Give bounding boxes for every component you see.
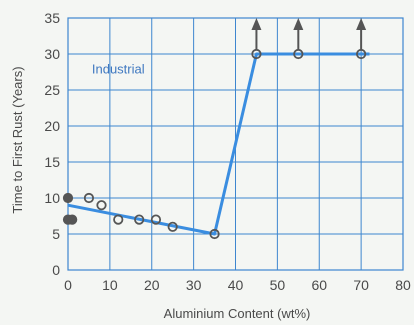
data-point [356,48,367,60]
x-tick-label: 80 [395,277,411,293]
x-tick-label: 40 [228,277,244,293]
x-tick-label: 50 [270,277,286,293]
arrow-up-icon [251,18,262,30]
axes [67,17,404,271]
data-point [113,214,124,225]
data-point [62,192,74,204]
data-point [167,221,178,232]
data-point [96,200,107,211]
y-tick-label: 35 [44,10,60,26]
x-tick-label: 0 [64,277,72,293]
y-tick-label: 5 [52,226,60,242]
y-tick-label: 20 [44,118,60,134]
data-points [62,18,367,240]
x-axis-title: Aluminium Content (wt%) [164,306,311,321]
data-point [293,48,304,60]
x-tick-label: 30 [186,277,202,293]
arrow-up-icon [293,18,304,30]
y-tick-label: 10 [44,190,60,206]
x-tick-label: 70 [353,277,369,293]
trend-line [67,52,370,236]
y-tick-label: 30 [44,46,60,62]
annotations: Industrial [92,61,145,76]
x-tick-label: 10 [102,277,118,293]
data-point [67,214,78,225]
annotation-label: Industrial [92,61,145,76]
data-point [83,192,95,204]
data-point [209,228,220,240]
y-axis-title: Time to First Rust (Years) [10,66,25,213]
y-tick-label: 25 [44,82,60,98]
data-point [150,214,162,225]
y-tick-label: 15 [44,154,60,170]
data-point [251,48,262,60]
tick-labels: 0 10 20 30 40 50 60 70 80 0 5 10 15 20 25 30 35 [44,10,411,293]
arrow-up-icon [356,18,367,30]
x-tick-label: 20 [144,277,160,293]
data-point [134,214,145,225]
plot-border [67,17,404,271]
x-tick-label: 60 [311,277,327,293]
y-tick-label: 0 [52,262,60,278]
